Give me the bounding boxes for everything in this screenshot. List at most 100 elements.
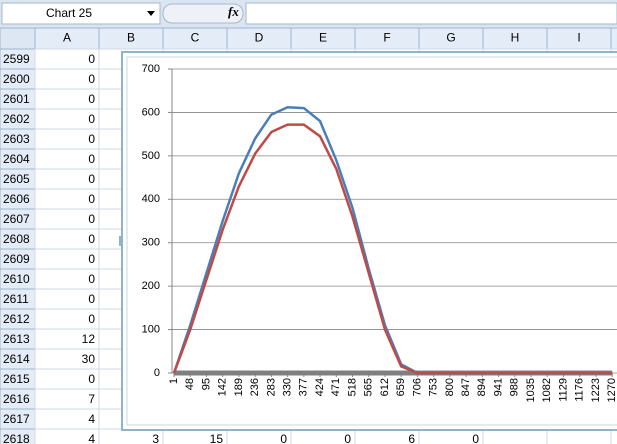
formula-controls xyxy=(162,3,244,24)
row-label: 2601 xyxy=(3,92,30,106)
cell-value: 0 xyxy=(88,112,95,126)
column-label: A xyxy=(63,31,71,45)
x-tick-label: 283 xyxy=(265,378,277,396)
x-tick-label: 377 xyxy=(298,378,310,396)
chart-inner xyxy=(126,56,617,426)
cell-value: 6 xyxy=(408,432,415,444)
cell-value: 0 xyxy=(88,172,95,186)
cell-value: 3 xyxy=(152,432,159,444)
cell-value: 0 xyxy=(88,232,95,246)
cell-value: 0 xyxy=(88,292,95,306)
x-tick-label: 1082 xyxy=(541,378,553,402)
row-label: 2609 xyxy=(3,252,30,266)
cell-value: 0 xyxy=(344,432,351,444)
row-label: 2599 xyxy=(3,52,30,66)
cell-value: 0 xyxy=(88,72,95,86)
x-tick-label: 894 xyxy=(476,378,488,396)
row-label: 2617 xyxy=(3,412,30,426)
cell-value: 0 xyxy=(88,152,95,166)
cell[interactable] xyxy=(610,428,617,444)
cell-value: 30 xyxy=(82,352,96,366)
row-label: 2600 xyxy=(3,72,30,86)
x-tick-label: 753 xyxy=(428,378,440,396)
cell-value: 0 xyxy=(472,432,479,444)
x-tick-label: 706 xyxy=(411,378,423,396)
y-tick-label: 100 xyxy=(142,323,160,335)
row-label: 2603 xyxy=(3,132,30,146)
row-label: 2610 xyxy=(3,272,30,286)
cell-value: 0 xyxy=(88,272,95,286)
row-label: 2615 xyxy=(3,372,30,386)
x-tick-label: 1129 xyxy=(557,378,569,402)
column-label: C xyxy=(191,31,200,45)
y-tick-label: 0 xyxy=(154,367,160,379)
series-line xyxy=(172,123,613,375)
x-tick-label: 48 xyxy=(184,378,196,390)
row-label: 2616 xyxy=(3,392,30,406)
column-label: D xyxy=(255,31,264,45)
row-label: 2612 xyxy=(3,312,30,326)
corner[interactable] xyxy=(0,27,36,50)
x-tick-label: 330 xyxy=(282,378,294,396)
column-label: F xyxy=(383,31,390,45)
x-tick-label: 565 xyxy=(363,378,375,396)
cell-value: 7 xyxy=(88,392,95,406)
row-label: 2605 xyxy=(3,172,30,186)
row-label: 2611 xyxy=(3,292,29,306)
x-tick-label: 518 xyxy=(346,378,358,396)
x-tick-label: 424 xyxy=(314,378,326,396)
row-label: 2618 xyxy=(3,432,30,444)
y-tick-label: 200 xyxy=(142,280,160,292)
row-label: 2606 xyxy=(3,192,30,206)
cell-value: 15 xyxy=(210,432,224,444)
x-tick-label: 95 xyxy=(200,378,212,390)
column-label: H xyxy=(511,31,520,45)
x-tick-label: 659 xyxy=(395,378,407,396)
column-label: E xyxy=(319,31,327,45)
x-tick-label: 1223 xyxy=(590,378,602,402)
chart: 0 100 200 300 400 500 600 700 1 48 95 142 189 236 283 3… xyxy=(119,51,617,431)
cell-value: 0 xyxy=(88,192,95,206)
function-button[interactable]: fx xyxy=(228,4,239,19)
x-tick-label: 236 xyxy=(249,378,261,396)
row-label: 2608 xyxy=(3,232,30,246)
cell-value: 0 xyxy=(88,92,95,106)
y-tick-label: 300 xyxy=(142,237,160,249)
column-header[interactable] xyxy=(610,27,617,50)
y-tick-label: 500 xyxy=(142,150,160,162)
y-tick-label: 400 xyxy=(142,193,160,205)
x-tick-label: 1176 xyxy=(574,378,586,402)
dropdown-arrow[interactable] xyxy=(147,11,155,16)
cell-value: 12 xyxy=(82,332,96,346)
formula-input[interactable] xyxy=(245,2,617,25)
x-tick-label: 847 xyxy=(460,378,472,396)
cell-value: 0 xyxy=(88,372,95,386)
y-tick-label: 600 xyxy=(142,106,160,118)
x-tick-label: 1035 xyxy=(525,378,537,402)
x-tick-label: 612 xyxy=(379,378,391,396)
row-label: 2602 xyxy=(3,112,30,126)
y-tick-label: 700 xyxy=(142,63,160,75)
x-tick-label: 988 xyxy=(509,378,521,396)
row-label: 2604 xyxy=(3,152,30,166)
x-tick-label: 471 xyxy=(330,378,342,396)
x-tick-label: 189 xyxy=(233,378,245,396)
name-box-text: Chart 25 xyxy=(46,6,92,20)
cell-value: 0 xyxy=(280,432,287,444)
cell[interactable] xyxy=(546,428,612,444)
name-box[interactable] xyxy=(1,2,161,25)
cell[interactable] xyxy=(482,428,548,444)
row-label: 2614 xyxy=(3,352,30,366)
x-tick-label: 142 xyxy=(217,378,229,396)
cell-value: 0 xyxy=(88,252,95,266)
cell-value: 0 xyxy=(88,132,95,146)
row-label: 2607 xyxy=(3,212,30,226)
cell-value: 0 xyxy=(88,212,95,226)
cell-value: 0 xyxy=(88,52,95,66)
x-tick-label: 800 xyxy=(444,378,456,396)
resize-handle[interactable] xyxy=(119,236,123,246)
x-tick-label: 941 xyxy=(492,378,504,396)
column-label: I xyxy=(577,31,580,45)
x-tick-label: 1 xyxy=(168,378,180,384)
